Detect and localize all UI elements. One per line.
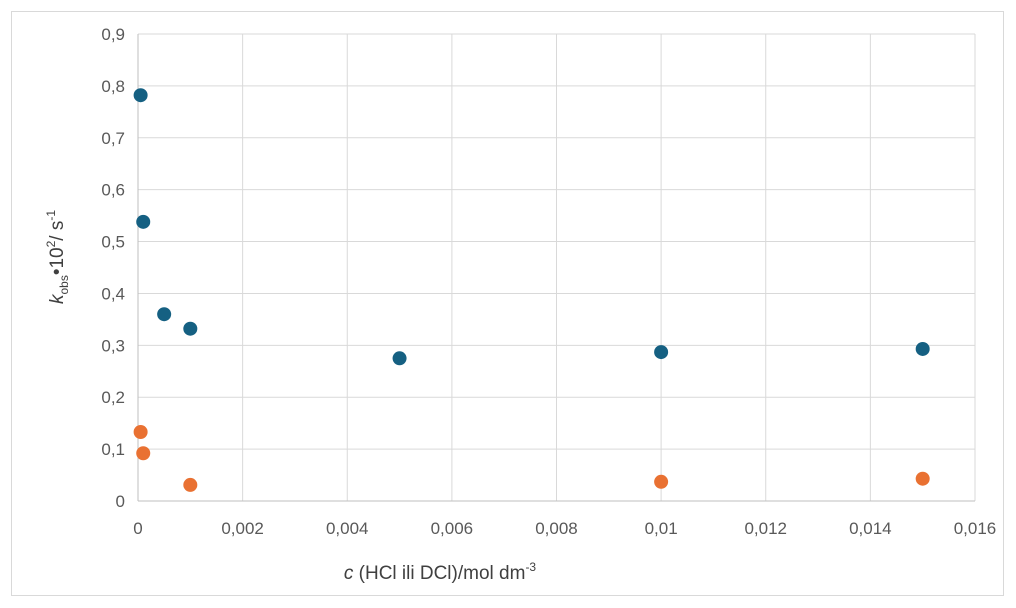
x-tick-label: 0,004	[326, 519, 369, 538]
data-point-series-1	[183, 322, 197, 336]
data-point-series-1	[654, 345, 668, 359]
data-point-series-2	[916, 472, 930, 486]
axes: 0 0,1 0,2 0,3 0,4 0,5 0,6 0,7 0,8 0,9 0 0,002 0,004 0…	[101, 25, 996, 538]
data-point-series-1	[134, 88, 148, 102]
x-axis-title: c (HCl ili DCl)/mol dm-3	[344, 560, 537, 584]
x-tick-label: 0,014	[849, 519, 892, 538]
y-tick-label: 0,7	[101, 129, 125, 148]
gridlines	[138, 34, 975, 501]
chart-area: 0 0,1 0,2 0,3 0,4 0,5 0,6 0,7 0,8 0,9 0 0,002 0,004 0…	[11, 11, 1004, 596]
data-point-series-2	[183, 478, 197, 492]
y-tick-label: 0,8	[101, 77, 125, 96]
y-tick-label: 0,4	[101, 284, 125, 303]
y-tick-label: 0,3	[101, 336, 125, 355]
scatter-chart: 0 0,1 0,2 0,3 0,4 0,5 0,6 0,7 0,8 0,9 0 0,002 0,004 0…	[12, 12, 1005, 597]
x-tick-label: 0,006	[431, 519, 474, 538]
y-tick-label: 0,9	[101, 25, 125, 44]
data-point-series-2	[654, 475, 668, 489]
x-tick-label: 0	[133, 519, 142, 538]
y-axis-title: kobs•102/ s-1	[44, 210, 71, 304]
x-tick-label: 0,01	[645, 519, 678, 538]
data-point-series-1	[157, 307, 171, 321]
data-point-series-1	[393, 351, 407, 365]
y-tick-label: 0,1	[101, 440, 125, 459]
x-tick-label: 0,012	[744, 519, 787, 538]
data-point-series-1	[916, 342, 930, 356]
y-tick-label: 0	[116, 492, 125, 511]
data-point-series-1	[136, 215, 150, 229]
x-tick-label: 0,008	[535, 519, 578, 538]
y-tick-label: 0,5	[101, 233, 125, 252]
y-tick-label: 0,6	[101, 181, 125, 200]
data-point-series-2	[134, 425, 148, 439]
x-tick-label: 0,016	[954, 519, 997, 538]
x-tick-label: 0,002	[221, 519, 264, 538]
y-tick-label: 0,2	[101, 388, 125, 407]
data-points	[134, 88, 930, 492]
data-point-series-2	[136, 446, 150, 460]
